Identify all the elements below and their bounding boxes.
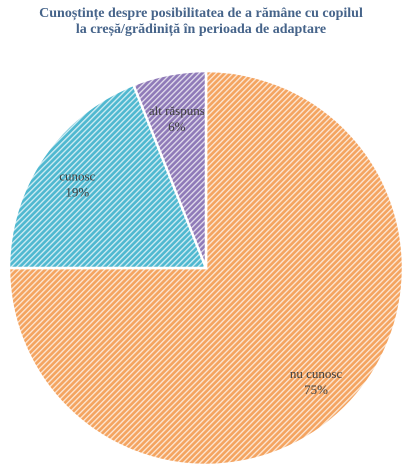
value-label: 6% (168, 119, 186, 134)
pie-slice (7, 83, 208, 270)
pie-slice (131, 69, 208, 269)
value-label: 19% (65, 185, 89, 200)
category-label: alt răspuns (149, 103, 205, 118)
value-label: 75% (304, 382, 328, 397)
slice-label: nu cunosc 75% (290, 366, 343, 397)
category-label: nu cunosc (290, 366, 343, 381)
chart-title: Cunoștințe despre posibilitatea de a răm… (39, 6, 363, 37)
pie-slice (7, 69, 402, 467)
slice-label: cunosc 19% (59, 169, 95, 200)
slice-label: alt răspuns 6% (149, 103, 205, 134)
category-label: cunosc (59, 169, 95, 184)
